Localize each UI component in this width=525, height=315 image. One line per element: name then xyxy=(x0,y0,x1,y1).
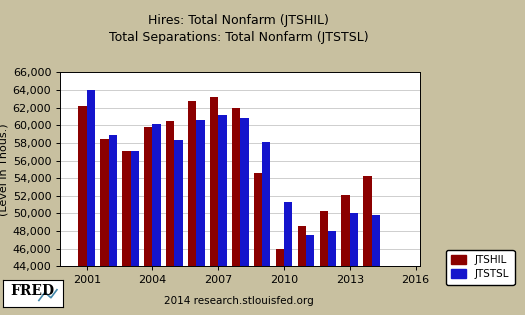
Bar xyxy=(131,151,139,315)
Bar xyxy=(218,115,227,315)
Bar xyxy=(166,121,174,315)
Bar xyxy=(232,108,240,315)
Bar xyxy=(262,142,270,315)
Bar xyxy=(78,106,87,315)
Text: Hires: Total Nonfarm (JTSHIL)
Total Separations: Total Nonfarm (JTSTSL): Hires: Total Nonfarm (JTSHIL) Total Sepa… xyxy=(109,14,369,44)
Bar xyxy=(328,231,336,315)
Bar xyxy=(196,120,205,315)
Text: FRED: FRED xyxy=(10,284,54,298)
Legend: JTSHIL, JTSTSL: JTSHIL, JTSTSL xyxy=(446,249,514,284)
Bar xyxy=(372,215,380,315)
Bar xyxy=(240,118,248,315)
Bar xyxy=(144,127,152,315)
Bar xyxy=(276,249,284,315)
Bar xyxy=(350,213,358,315)
Bar xyxy=(254,173,262,315)
Bar xyxy=(284,202,292,315)
Bar xyxy=(320,211,328,315)
Bar xyxy=(298,226,306,315)
Bar xyxy=(174,140,183,315)
Bar xyxy=(306,235,314,315)
Bar xyxy=(341,195,350,315)
Bar xyxy=(210,97,218,315)
Bar xyxy=(152,123,161,315)
Bar xyxy=(87,90,95,315)
Y-axis label: (Level in Thous.): (Level in Thous.) xyxy=(0,123,8,216)
Bar xyxy=(109,135,117,315)
Bar xyxy=(122,151,131,315)
Bar xyxy=(363,176,372,315)
Bar xyxy=(100,139,109,315)
Bar xyxy=(188,100,196,315)
Text: 2014 research.stlouisfed.org: 2014 research.stlouisfed.org xyxy=(164,295,314,306)
